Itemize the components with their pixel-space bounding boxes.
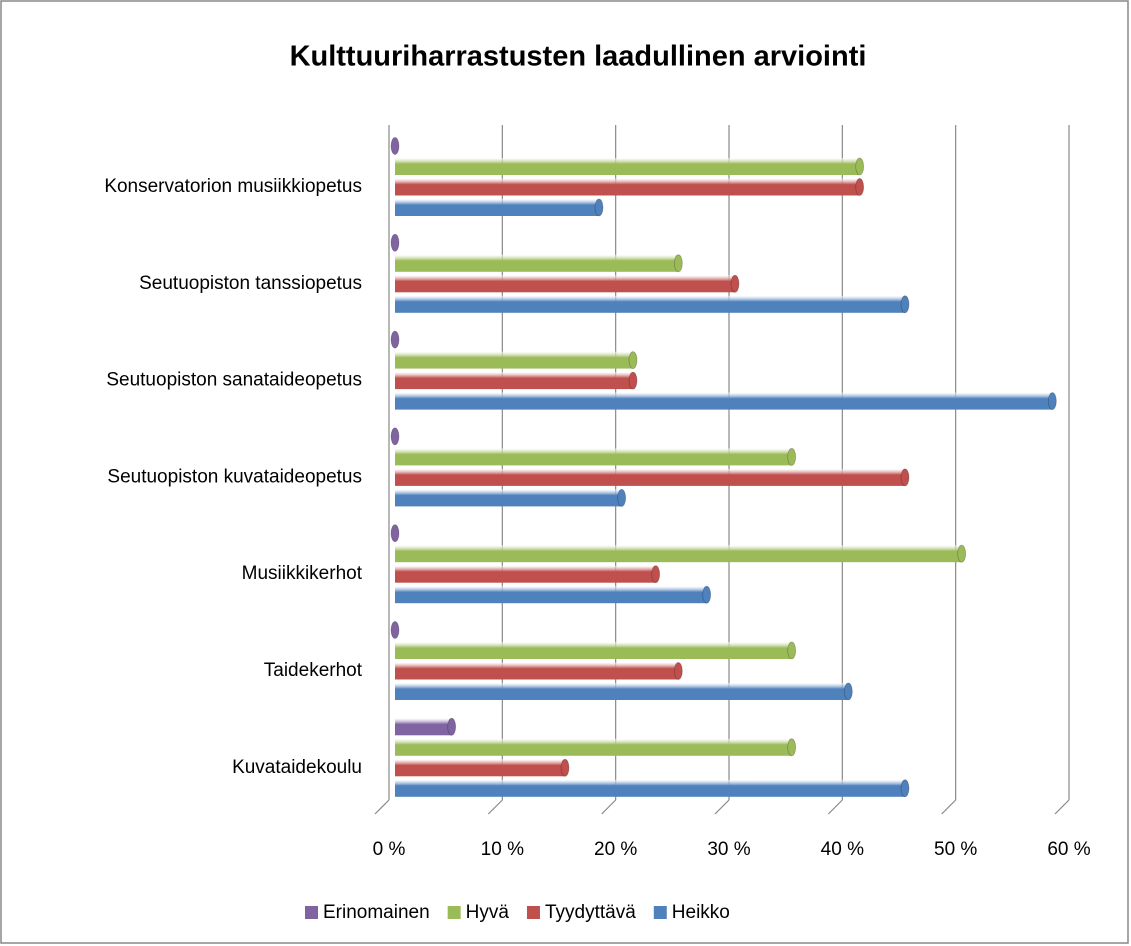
bar [395, 254, 679, 272]
bar [395, 199, 599, 216]
y-tick-label: Musiikkikerhot [242, 563, 363, 584]
bar-cap [787, 447, 797, 466]
grid-floor [941, 799, 957, 815]
y-tick-label: Seutuopiston sanataideopetus [106, 370, 362, 391]
bar [395, 351, 633, 369]
bar-cap [855, 178, 865, 196]
x-tick-label: 60 % [1047, 839, 1090, 860]
bar-cap [390, 330, 400, 349]
bar [395, 178, 860, 196]
bar [395, 662, 679, 680]
bar-cap [673, 254, 683, 273]
x-tick-label: 50 % [934, 839, 977, 860]
bar [395, 683, 849, 700]
bar-cap [628, 351, 638, 370]
grid-floor [601, 799, 617, 815]
bar [395, 489, 622, 507]
bar-cap [957, 544, 967, 563]
bar [395, 275, 735, 293]
bar-cap [390, 137, 400, 155]
bar [395, 158, 860, 175]
bar-cap [1047, 392, 1057, 411]
bar-cap [390, 233, 400, 252]
grid-floor [827, 799, 843, 815]
bar-cap [651, 565, 661, 584]
bar-cap [447, 717, 457, 736]
bar-cap [900, 779, 910, 798]
bar-cap [628, 371, 638, 390]
bar-cap [900, 295, 910, 314]
bar [395, 759, 565, 777]
x-tick-label: 10 % [481, 839, 524, 860]
bar [395, 468, 905, 486]
bar [395, 718, 452, 736]
legend-label: Erinomainen [323, 902, 430, 923]
x-tick-label: 40 % [821, 839, 864, 860]
legend-label: Tyydyttävä [545, 902, 636, 923]
legend-swatch [447, 906, 461, 919]
bar [395, 642, 792, 659]
chart-title: Kulttuuriharrastusten laadullinen arvioi… [290, 41, 867, 73]
y-tick-label: Seutuopiston kuvataideopetus [107, 466, 362, 487]
bar-cap [730, 274, 740, 293]
legend-swatch [653, 906, 667, 919]
x-tick-label: 30 % [707, 839, 750, 860]
legend-label: Hyvä [466, 902, 510, 923]
bar [395, 372, 633, 390]
bar-cap [787, 641, 797, 660]
grid-floor [374, 799, 390, 815]
bar-cap [843, 682, 853, 701]
y-tick-label: Seutuopiston tanssiopetus [139, 273, 362, 294]
x-tick-label: 20 % [594, 839, 637, 860]
y-tick-label: Kuvataidekoulu [232, 757, 362, 778]
bar-cap [900, 468, 910, 487]
y-tick-label: Konservatorion musiikkiopetus [104, 176, 362, 197]
bar-cap [390, 524, 400, 543]
bar-cap [390, 427, 400, 446]
bar-cap [787, 738, 797, 757]
legend-label: Heikko [672, 902, 730, 923]
bar-cap [617, 488, 627, 507]
grid-floor [487, 799, 503, 815]
legend-swatch [526, 906, 540, 919]
grid-floor [714, 799, 730, 815]
grid-floor [1054, 799, 1070, 815]
bar-cap [390, 621, 400, 639]
bar-cap [855, 157, 865, 176]
x-tick-label: 0 % [373, 839, 406, 860]
bar [395, 779, 905, 797]
bar [395, 586, 707, 604]
bar [395, 545, 962, 563]
bar-cap [594, 198, 604, 217]
legend-swatch [305, 906, 318, 919]
bar-cap [702, 585, 712, 604]
bar-cap [560, 758, 570, 777]
y-tick-label: Taidekerhot [264, 660, 363, 681]
bar [395, 448, 792, 466]
bar [395, 565, 656, 583]
bar [395, 738, 792, 756]
bar [395, 295, 905, 313]
bar [395, 392, 1053, 410]
bar-cap [673, 662, 683, 680]
